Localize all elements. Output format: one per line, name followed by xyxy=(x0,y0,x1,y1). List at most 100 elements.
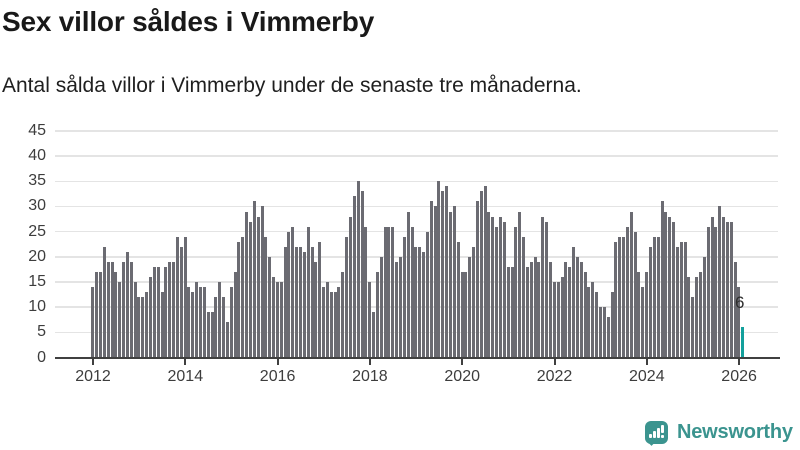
y-axis-tick-label: 10 xyxy=(28,298,46,316)
bar xyxy=(202,287,206,358)
x-axis-tick xyxy=(92,359,94,365)
bar xyxy=(656,236,660,358)
bar xyxy=(156,266,160,358)
bar xyxy=(375,271,379,358)
bar xyxy=(568,266,572,358)
bar xyxy=(425,231,429,358)
y-axis-tick-label: 30 xyxy=(28,197,46,215)
bar xyxy=(529,261,533,358)
bar xyxy=(310,246,314,358)
bar xyxy=(241,236,245,358)
bar xyxy=(541,216,545,358)
bar xyxy=(675,246,679,358)
newsworthy-logo-text: Newsworthy xyxy=(677,420,793,443)
gridline xyxy=(55,130,778,132)
bar xyxy=(395,261,399,358)
bar xyxy=(733,261,737,358)
x-axis-tick-label: 2020 xyxy=(444,367,480,385)
bar xyxy=(560,276,564,358)
bar xyxy=(622,236,626,358)
bar xyxy=(718,206,722,358)
chart-subtitle: Antal sålda villor i Vimmerby under de s… xyxy=(2,74,582,97)
bar xyxy=(218,281,222,358)
bar xyxy=(152,266,156,358)
bar xyxy=(479,191,483,358)
x-axis-tick xyxy=(276,359,279,365)
bar xyxy=(422,251,426,358)
x-axis-tick-label: 2026 xyxy=(721,367,757,385)
x-axis-tick xyxy=(461,359,464,365)
bar xyxy=(729,221,733,358)
bar xyxy=(499,216,502,358)
bar xyxy=(233,271,237,358)
bar xyxy=(491,216,495,358)
x-axis-tick-label: 2024 xyxy=(629,367,665,385)
gridline xyxy=(55,205,778,208)
bar xyxy=(148,276,152,358)
bar xyxy=(175,236,179,358)
bar xyxy=(287,231,291,358)
bar xyxy=(556,281,560,358)
bar xyxy=(345,236,349,358)
bar xyxy=(433,206,437,358)
bar xyxy=(114,271,118,358)
bar xyxy=(352,196,356,358)
bar xyxy=(172,261,176,358)
bar xyxy=(179,246,183,358)
x-axis-tick xyxy=(738,359,741,365)
highlighted-bar xyxy=(741,327,745,358)
y-axis-tick-label: 20 xyxy=(28,247,46,265)
bar xyxy=(245,211,249,358)
bar xyxy=(522,236,526,358)
bar xyxy=(629,211,633,358)
bar xyxy=(552,281,556,358)
bar xyxy=(537,261,541,358)
bar xyxy=(722,216,726,358)
y-axis-tick-label: 45 xyxy=(28,121,46,139)
bar xyxy=(268,256,272,358)
bar xyxy=(441,191,445,358)
bar xyxy=(514,226,518,358)
bar xyxy=(206,312,210,358)
bar xyxy=(129,261,133,358)
bar xyxy=(637,271,641,358)
bar xyxy=(145,292,149,358)
bar xyxy=(302,251,306,358)
bar xyxy=(575,256,579,358)
bar xyxy=(429,201,433,358)
logo-mini-bar xyxy=(653,430,656,438)
bar xyxy=(222,297,226,358)
bar xyxy=(699,271,702,358)
bar xyxy=(164,266,168,358)
bar xyxy=(314,261,318,358)
bar xyxy=(272,276,276,358)
bar xyxy=(614,241,618,358)
bar xyxy=(341,271,345,358)
bar xyxy=(679,241,683,358)
bar xyxy=(602,307,606,358)
bar xyxy=(275,281,279,358)
bar xyxy=(487,211,491,358)
bar xyxy=(649,246,652,358)
bar xyxy=(133,281,137,358)
y-axis-tick-label: 25 xyxy=(28,222,46,240)
bar xyxy=(214,297,218,358)
bar xyxy=(587,287,591,358)
bar xyxy=(322,287,326,358)
bar xyxy=(364,226,368,358)
bar xyxy=(360,191,364,358)
bar xyxy=(691,297,695,358)
bar xyxy=(325,281,329,358)
bar xyxy=(252,201,256,358)
bar xyxy=(579,261,583,358)
bar xyxy=(572,246,576,358)
x-axis-tick-label: 2016 xyxy=(259,367,296,385)
x-axis-tick-label: 2012 xyxy=(75,367,111,385)
x-axis-tick-label: 2014 xyxy=(167,367,204,385)
bar xyxy=(191,292,195,358)
chart-title: Sex villor såldes i Vimmerby xyxy=(2,6,375,37)
bar xyxy=(406,211,410,358)
bar xyxy=(372,312,376,358)
bar xyxy=(449,211,452,358)
